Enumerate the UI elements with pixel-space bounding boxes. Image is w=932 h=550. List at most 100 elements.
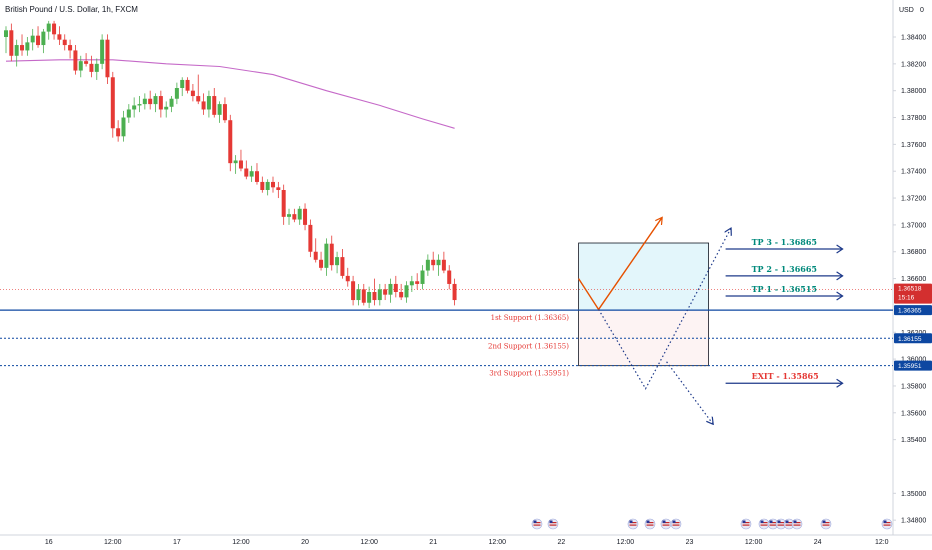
candle xyxy=(452,278,457,306)
price-tick-label: 1.37400 xyxy=(901,169,926,176)
time-tick-label: 12:00 xyxy=(104,539,122,546)
candle-body xyxy=(110,77,115,129)
support-3-value: 1.35951 xyxy=(898,363,922,370)
candle xyxy=(271,176,275,193)
candle-body xyxy=(153,96,158,105)
candle xyxy=(409,275,414,292)
support-2-badge-bg xyxy=(894,333,932,344)
candle xyxy=(303,203,308,231)
event-icon-stripe xyxy=(793,522,801,524)
economic-event-icon[interactable] xyxy=(791,518,803,530)
target-arrows xyxy=(725,244,844,388)
candle xyxy=(254,163,259,185)
candle xyxy=(233,155,238,174)
candle xyxy=(73,45,78,75)
candle-body xyxy=(228,120,233,164)
economic-event-icon[interactable] xyxy=(627,518,639,530)
event-icon-stripe xyxy=(760,524,768,526)
candle xyxy=(431,251,436,271)
price-axis[interactable]: 1.38400 1.38200 1.38000 1.37800 1.37600 1.374… xyxy=(893,35,926,525)
candle-body xyxy=(68,45,73,51)
price-tick-label: 1.37600 xyxy=(901,142,926,149)
candle xyxy=(249,165,254,182)
event-icon-stripe xyxy=(883,522,891,524)
candle-body xyxy=(73,50,78,71)
time-tick-label: 12:00 xyxy=(617,539,635,546)
candle xyxy=(52,20,57,40)
economic-events[interactable] xyxy=(531,518,893,530)
time-tick-label: 12:00 xyxy=(745,539,763,546)
event-icon-stripe xyxy=(793,524,801,526)
candle xyxy=(441,251,446,274)
candle-body xyxy=(30,35,35,43)
event-icon-stripe xyxy=(785,522,793,524)
candle-body xyxy=(431,259,436,266)
candle-body xyxy=(367,292,372,303)
candle xyxy=(340,249,345,279)
tp2-label: TP 2 - 1.36665 xyxy=(752,264,817,274)
candle-body xyxy=(447,270,452,284)
event-icon-stripe xyxy=(533,524,541,526)
last-price-badge-bg xyxy=(894,283,932,304)
economic-event-icon[interactable] xyxy=(740,518,752,530)
candle-body xyxy=(57,34,62,40)
candle-body xyxy=(148,98,153,105)
candle-body xyxy=(105,39,110,78)
bearish-projection-arrow xyxy=(666,361,713,424)
time-axis[interactable]: 16 12:00 17 12:00 20 12:00 21 12:00 22 12:00 23 12:… xyxy=(45,539,889,546)
candle-body xyxy=(287,214,292,217)
event-icon-canton xyxy=(785,520,789,523)
candle xyxy=(4,26,8,54)
economic-event-icon[interactable] xyxy=(531,518,543,530)
candle-body xyxy=(404,285,409,298)
price-tick-label: 1.37000 xyxy=(901,222,926,229)
candle-body xyxy=(222,104,227,121)
candle-body xyxy=(121,117,126,137)
candle xyxy=(20,34,25,56)
economic-event-icon[interactable] xyxy=(644,518,656,530)
time-tick-label: 12:0 xyxy=(875,539,889,546)
candle xyxy=(356,283,361,306)
candle-body xyxy=(9,30,14,56)
price-tick-label: 1.38200 xyxy=(901,61,926,68)
candle xyxy=(425,254,430,276)
economic-event-icon[interactable] xyxy=(881,518,893,530)
economic-event-icon[interactable] xyxy=(547,518,559,530)
candle-body xyxy=(52,23,57,35)
event-icon-stripe xyxy=(629,524,637,526)
support-1-value: 1.36365 xyxy=(898,308,922,315)
candle xyxy=(190,83,195,102)
candle-body xyxy=(142,98,147,105)
economic-event-icon[interactable] xyxy=(660,518,672,530)
currency-label: USD xyxy=(899,7,914,14)
candle xyxy=(399,283,404,301)
candle xyxy=(68,39,73,59)
candle-body xyxy=(78,61,83,71)
candle xyxy=(164,101,169,118)
event-icon-stripe xyxy=(822,524,830,526)
price-tick-label: 1.35400 xyxy=(901,437,926,444)
economic-event-icon[interactable] xyxy=(767,518,779,530)
time-tick-label: 24 xyxy=(814,539,822,546)
economic-event-icon[interactable] xyxy=(758,518,770,530)
candle-body xyxy=(14,45,19,56)
economic-event-icon[interactable] xyxy=(820,518,832,530)
candle xyxy=(46,20,51,40)
support-3-label: 3rd Support (1.35951) xyxy=(489,370,569,378)
candle xyxy=(148,90,153,110)
event-icon-stripe xyxy=(672,522,680,524)
economic-event-icon[interactable] xyxy=(670,518,682,530)
candle-body xyxy=(276,187,281,190)
candle-body xyxy=(452,283,457,301)
event-icon-stripe xyxy=(672,524,680,526)
candle-body xyxy=(206,96,211,110)
event-icon-canton xyxy=(662,520,666,523)
event-icon-stripe xyxy=(549,522,557,524)
candle-body xyxy=(372,292,377,301)
event-icon-canton xyxy=(760,520,764,523)
candle-body xyxy=(180,79,185,88)
candle xyxy=(420,265,425,290)
price-tick-label: 1.36000 xyxy=(901,357,926,364)
candle xyxy=(260,176,265,193)
